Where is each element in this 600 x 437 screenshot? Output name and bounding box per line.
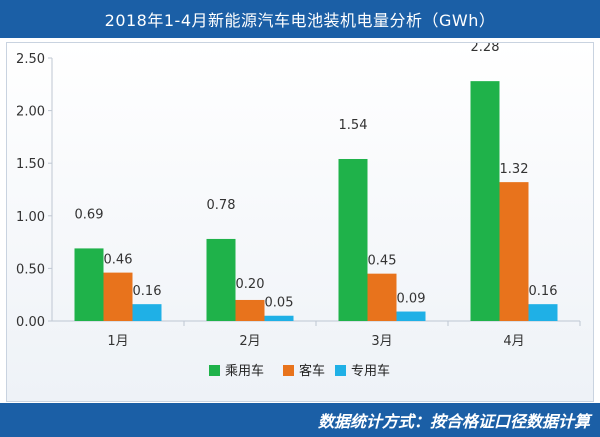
y-tick-label: 1.00 [16,210,45,225]
bar [235,299,265,321]
bar [74,248,104,321]
legend-swatch [209,365,220,376]
legend-label: 客车 [299,363,325,379]
y-tick-label: 2.00 [16,105,45,120]
bar [396,311,426,321]
data-label: 0.09 [397,292,426,307]
bar [367,273,397,321]
footer-note: 数据统计方式：按合格证口径数据计算 [0,403,600,437]
data-label: 0.78 [207,198,236,213]
data-label: 0.69 [75,207,104,222]
data-label: 0.05 [265,296,294,311]
x-tick-label: 2月 [239,334,260,349]
bar [528,304,558,321]
y-tick-label: 1.50 [16,157,45,172]
data-label: 2.28 [471,43,500,55]
legend: 乘用车 客车 专用车 [209,363,390,379]
legend-label: 乘用车 [225,363,264,379]
legend-swatch [335,365,346,376]
bar [132,304,162,321]
legend-swatch [283,365,294,376]
y-tick-label: 0.50 [16,262,45,277]
data-label: 0.16 [133,284,162,299]
y-tick-label: 0.00 [16,315,45,330]
y-tick-label: 2.50 [16,52,45,67]
legend-label: 专用车 [351,363,390,379]
bars [74,81,558,321]
bar [338,158,368,321]
x-tick-label: 3月 [371,334,392,349]
chart-panel: 0.00 0.50 1.00 1.50 2.00 2.50 1月 2月 3月 4月 0.69 0.4… [6,40,594,402]
data-label: 1.54 [339,118,368,133]
bar-chart: 0.00 0.50 1.00 1.50 2.00 2.50 1月 2月 3月 4月 0.69 0.4… [16,40,581,379]
data-label: 0.20 [236,277,265,292]
data-labels: 0.69 0.46 0.16 0.78 0.200.05 1.54 0.45 0.09 2.28… [75,40,558,311]
bar [499,182,529,321]
bar [264,315,294,321]
chart-title: 2018年1-4月新能源汽车电池装机电量分析（GWh） [0,0,600,38]
bar [206,238,236,321]
x-tick-label: 1月 [107,334,128,349]
data-label: 1.32 [500,162,529,177]
bar [103,272,133,321]
data-label: 0.45 [368,254,397,269]
data-label: 0.46 [104,253,133,268]
data-label: 0.16 [529,284,558,299]
bar [470,81,500,321]
x-tick-label: 4月 [503,334,524,349]
